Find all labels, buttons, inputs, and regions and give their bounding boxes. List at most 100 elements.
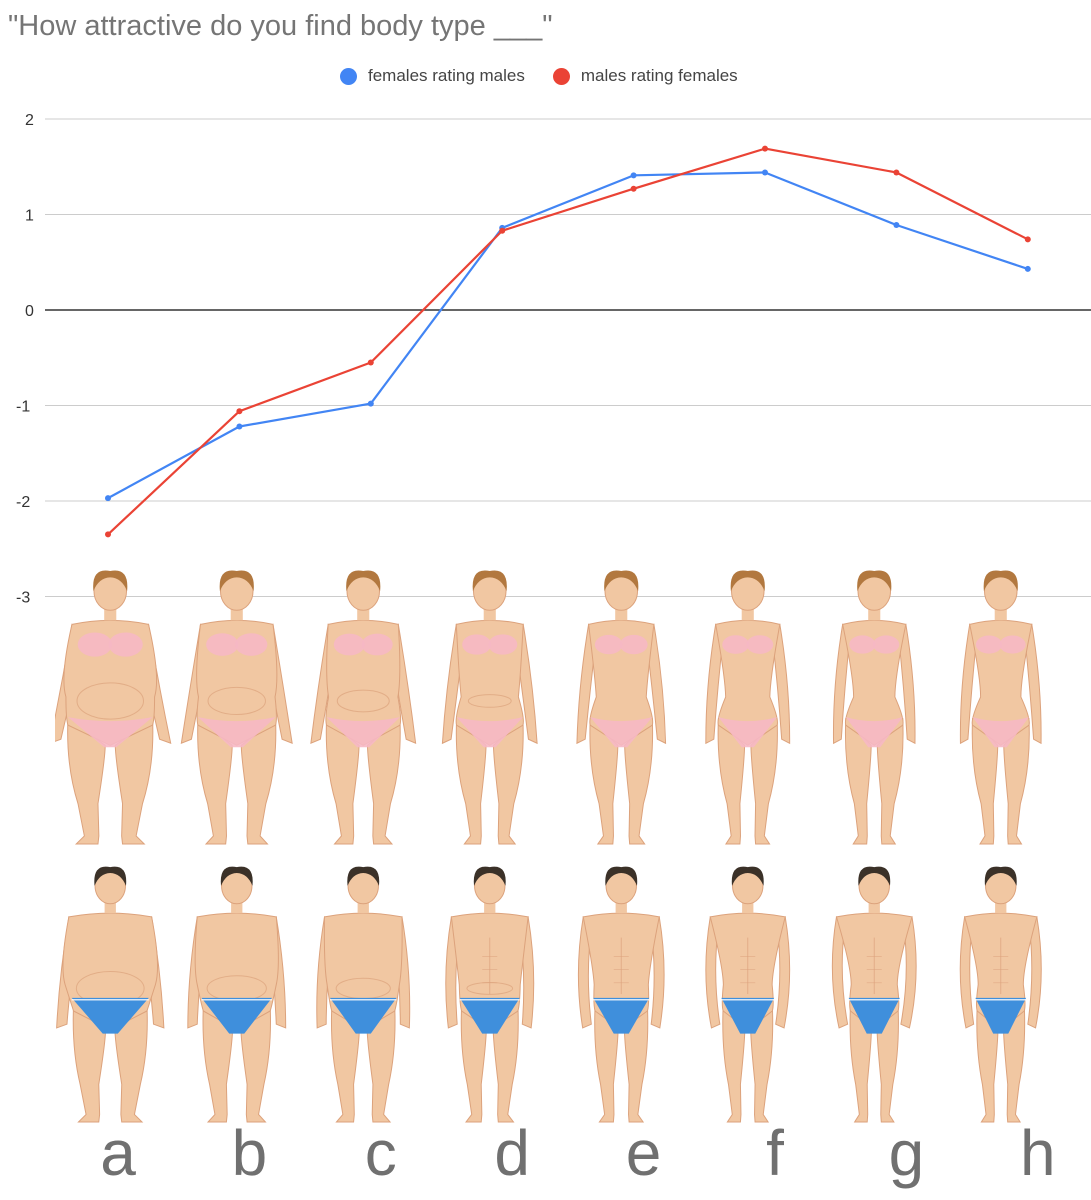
- leg: [366, 1004, 396, 1123]
- data-point-c[interactable]: [367, 359, 374, 366]
- data-point-a[interactable]: [105, 495, 111, 502]
- data-point-d[interactable]: [499, 227, 506, 234]
- arm: [900, 915, 917, 1029]
- female-figures-panel: [55, 560, 1067, 852]
- data-point-b[interactable]: [236, 423, 243, 430]
- data-point-e[interactable]: [630, 172, 637, 179]
- female-figures-row: [55, 570, 1042, 845]
- data-point-f[interactable]: [762, 169, 768, 176]
- leg: [67, 718, 106, 845]
- leg: [460, 1004, 487, 1123]
- leg: [876, 717, 904, 845]
- leg: [844, 717, 872, 845]
- leg: [240, 718, 277, 845]
- hair: [984, 866, 1017, 886]
- swim-trunks: [71, 997, 149, 1034]
- data-point-g[interactable]: [893, 169, 900, 176]
- leg: [750, 717, 778, 845]
- chart-title: "How attractive do you find body type __…: [8, 10, 553, 42]
- data-point-c[interactable]: [367, 400, 374, 407]
- data-point-e[interactable]: [630, 185, 637, 192]
- leg: [455, 718, 487, 845]
- y-tick-label: 2: [25, 112, 34, 129]
- belly-contour: [336, 689, 390, 713]
- hair: [730, 570, 765, 592]
- data-point-h[interactable]: [1024, 236, 1031, 243]
- series-line: [107, 147, 1029, 536]
- hair: [93, 570, 128, 592]
- swim-trunks: [721, 997, 775, 1034]
- legend-item-females-rating-males[interactable]: females rating males: [340, 66, 525, 86]
- bikini-top: [746, 635, 774, 654]
- legend-label: males rating females: [580, 66, 738, 85]
- bikini-bottom: [326, 717, 400, 748]
- bikini-top: [849, 635, 876, 654]
- hair: [604, 570, 639, 592]
- bikini-top: [361, 633, 393, 656]
- bikini-top: [108, 632, 143, 657]
- bikini-top: [77, 632, 112, 657]
- category-label-c: c: [364, 1117, 397, 1189]
- hair: [347, 866, 380, 886]
- leg: [366, 718, 401, 845]
- category-label-a: a: [100, 1117, 136, 1189]
- leg: [1003, 717, 1030, 845]
- bikini-top: [999, 635, 1026, 654]
- arm: [775, 915, 791, 1029]
- swim-trunks: [459, 997, 520, 1034]
- swim-trunks: [201, 997, 273, 1034]
- category-label-h: h: [1020, 1117, 1056, 1189]
- arm: [832, 623, 851, 745]
- female-figure: [310, 570, 417, 845]
- leg: [114, 718, 154, 845]
- data-point-b[interactable]: [236, 408, 243, 415]
- bikini-bottom: [67, 717, 153, 748]
- data-point-a[interactable]: [105, 531, 111, 538]
- arm: [897, 623, 916, 745]
- male-figures-row: [56, 866, 1042, 1123]
- female-figure: [55, 570, 172, 845]
- hair: [472, 570, 507, 592]
- leg: [976, 1004, 999, 1123]
- hair: [346, 570, 381, 592]
- hair: [94, 866, 127, 886]
- leg: [325, 718, 360, 845]
- hair: [983, 570, 1018, 592]
- arm: [831, 915, 849, 1029]
- male-figures-panel: [55, 858, 1067, 1130]
- category-label-f: f: [766, 1117, 784, 1189]
- leg: [589, 717, 619, 845]
- leg: [594, 1004, 619, 1123]
- arm: [1023, 623, 1042, 745]
- female-figure: [705, 570, 791, 845]
- belly-contour: [467, 694, 512, 708]
- bikini-bottom: [718, 717, 778, 748]
- data-point-f[interactable]: [762, 145, 768, 152]
- hair: [857, 570, 892, 592]
- bikini-top: [722, 635, 750, 654]
- neck: [868, 899, 880, 914]
- bikini-top: [462, 634, 492, 655]
- bikini-bottom: [456, 717, 523, 748]
- leg: [623, 1004, 649, 1123]
- leg: [114, 1004, 148, 1123]
- bikini-top: [488, 634, 518, 655]
- arm: [959, 623, 978, 745]
- bikini-bottom: [590, 717, 653, 748]
- hair: [731, 866, 764, 886]
- leg: [492, 1004, 519, 1123]
- category-label-d: d: [494, 1117, 530, 1189]
- data-point-g[interactable]: [893, 222, 900, 229]
- female-figure: [180, 570, 293, 845]
- leg: [240, 1004, 271, 1123]
- hair: [473, 866, 506, 886]
- hair: [858, 866, 891, 886]
- leg: [197, 718, 233, 845]
- series-line: [107, 171, 1029, 500]
- bikini-top: [333, 633, 365, 656]
- arm: [705, 915, 721, 1029]
- leg: [750, 1004, 774, 1123]
- legend-item-males-rating-females[interactable]: males rating females: [552, 66, 738, 86]
- category-label-g: g: [888, 1117, 925, 1189]
- data-point-h[interactable]: [1024, 265, 1031, 272]
